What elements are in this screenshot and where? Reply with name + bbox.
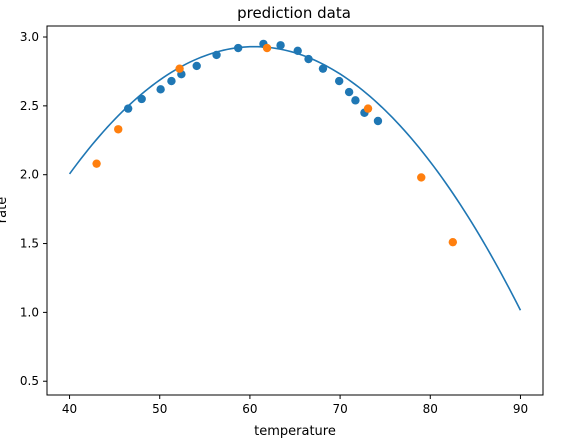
data-point	[363, 104, 373, 113]
y-tick-label: 2.5	[20, 99, 39, 113]
y-tick-label: 1.5	[20, 237, 39, 251]
data-point	[92, 159, 101, 168]
data-point	[262, 43, 272, 53]
x-tick-label: 60	[242, 402, 257, 416]
data-point	[373, 116, 383, 126]
y-axis: 0.5 1.0 1.5 2.0 2.5 3.0	[20, 30, 47, 388]
fit-line	[68, 45, 522, 311]
data-point	[123, 104, 133, 113]
data-point	[233, 43, 243, 53]
y-tick-label: 3.0	[20, 30, 39, 44]
data-point	[448, 237, 458, 247]
data-point	[304, 54, 313, 64]
data-point	[344, 87, 354, 97]
data-point	[293, 46, 302, 55]
data-point	[276, 41, 285, 50]
x-tick-label: 80	[423, 402, 438, 416]
data-point	[175, 64, 184, 73]
data-point	[137, 94, 146, 104]
data-point	[334, 76, 344, 86]
y-tick-label: 0.5	[20, 374, 39, 388]
x-axis: 40 50 60 70 80 90	[62, 395, 528, 416]
data-point	[351, 96, 360, 105]
y-tick-label: 2.0	[20, 168, 39, 182]
data-point	[156, 85, 165, 94]
x-tick-label: 70	[332, 402, 347, 416]
y-tick-label: 1.0	[20, 305, 39, 319]
x-axis-label: temperature	[254, 424, 336, 439]
data-point	[114, 125, 123, 134]
plot-frame	[46, 25, 544, 396]
scatter-points	[92, 39, 458, 247]
data-point	[318, 64, 328, 73]
data-point	[417, 173, 426, 182]
x-tick-label: 40	[62, 402, 77, 416]
data-point	[192, 61, 201, 71]
data-point	[212, 50, 221, 60]
y-axis-label: rate	[0, 197, 10, 223]
x-tick-label: 90	[513, 402, 528, 416]
x-tick-label: 50	[152, 402, 167, 416]
data-point	[167, 76, 176, 86]
fit-curve	[68, 45, 522, 311]
chart-title: prediction data	[237, 4, 351, 22]
